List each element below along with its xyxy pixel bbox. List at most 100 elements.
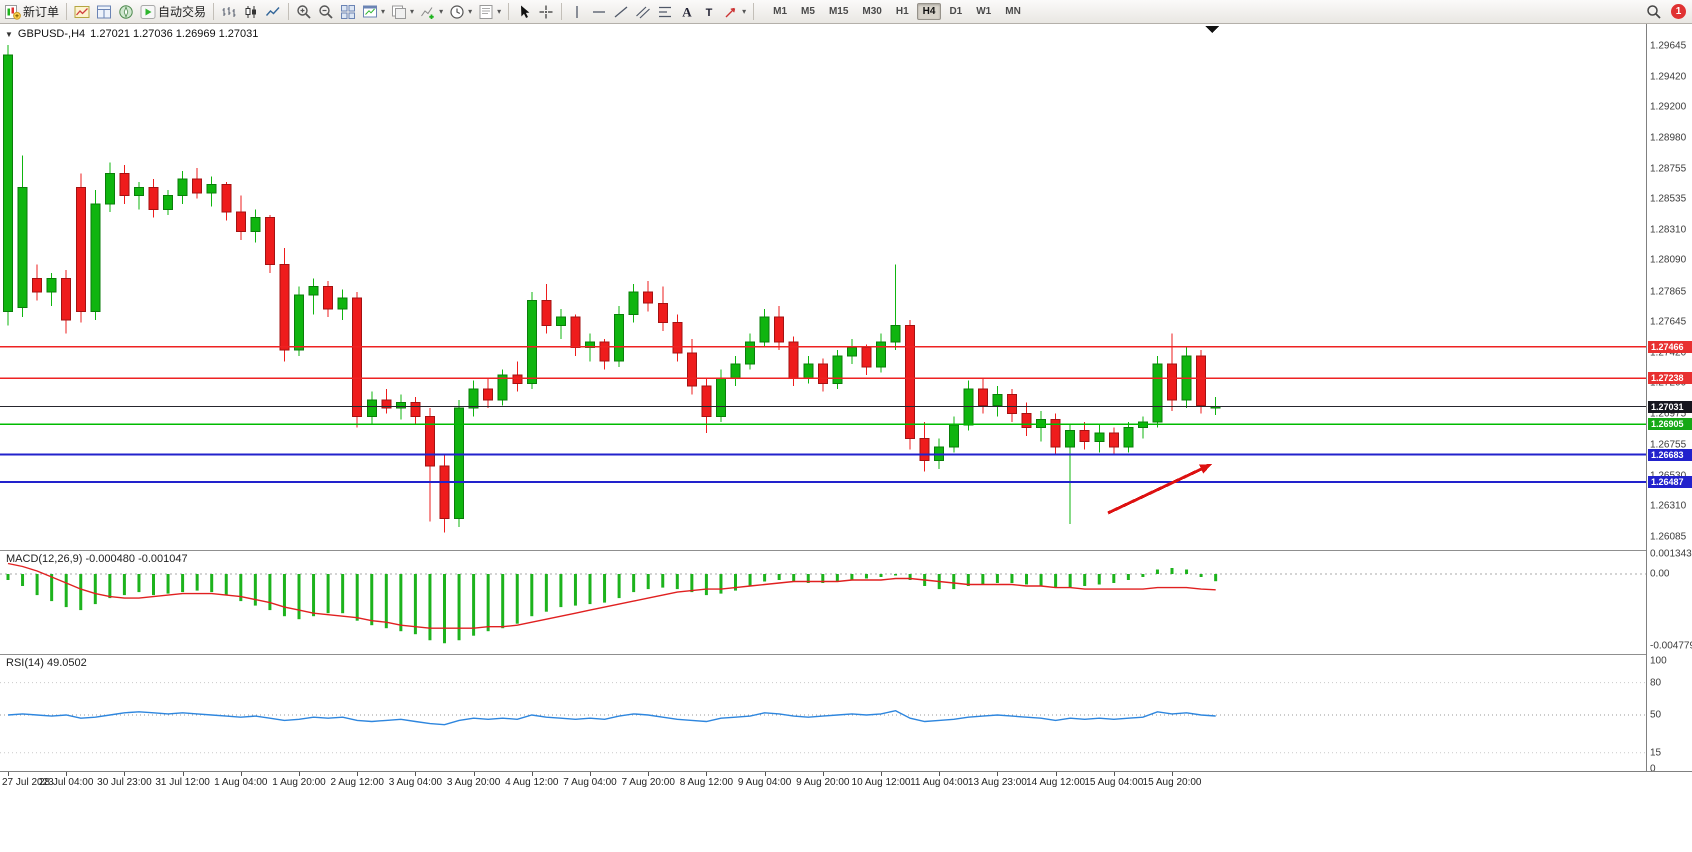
time-axis-label: 27 Jul 2023 bbox=[2, 777, 54, 788]
zoom-out-icon bbox=[318, 4, 334, 20]
svg-text:A: A bbox=[682, 4, 692, 19]
bid-price-line-tag: 1.27031 bbox=[1648, 400, 1692, 413]
price-axis-label: 1.27645 bbox=[1650, 316, 1687, 328]
bar-chart-button[interactable] bbox=[218, 2, 240, 22]
macd-axis-label: 0.00 bbox=[1650, 568, 1670, 580]
time-tick bbox=[415, 772, 417, 776]
line-chart-button[interactable] bbox=[262, 2, 284, 22]
ohlc-text: 1.27021 1.27036 1.26969 1.27031 bbox=[90, 28, 259, 40]
timeframe-h1[interactable]: H1 bbox=[895, 6, 909, 17]
time-axis-label: 15 Aug 04:00 bbox=[1084, 777, 1144, 788]
search-button[interactable] bbox=[1643, 2, 1665, 22]
toolbar-buttons: 新订单 自动交易 ▾ ▾ ▾ ▾ ▾ A T ▾ bbox=[2, 0, 758, 23]
arrows-icon bbox=[723, 4, 739, 20]
time-axis-label: 1 Aug 20:00 bbox=[272, 777, 326, 788]
text-icon: A bbox=[679, 4, 695, 20]
candle-chart-button[interactable] bbox=[240, 2, 262, 22]
panel-divider[interactable] bbox=[0, 550, 1692, 551]
price-axis-label: 1.29200 bbox=[1650, 101, 1687, 113]
fibonacci-button[interactable] bbox=[654, 2, 676, 22]
toolbar-separator bbox=[561, 3, 563, 20]
new-chart-button[interactable]: ▾ bbox=[359, 2, 388, 22]
label-button[interactable]: T bbox=[698, 2, 720, 22]
time-axis-label: 9 Aug 20:00 bbox=[796, 777, 850, 788]
timeframe-m30[interactable]: M30 bbox=[862, 6, 882, 17]
macd-panel[interactable] bbox=[0, 551, 1646, 654]
new-chart-icon bbox=[362, 4, 378, 20]
trend-arrow[interactable] bbox=[1107, 464, 1212, 515]
vline-icon bbox=[569, 4, 585, 20]
profiles-button[interactable]: ▾ bbox=[388, 2, 417, 22]
time-tick bbox=[706, 772, 708, 776]
zoom-in-button[interactable] bbox=[293, 2, 315, 22]
notification-badge[interactable]: 1 bbox=[1671, 4, 1686, 19]
time-axis-label: 4 Aug 12:00 bbox=[505, 777, 559, 788]
symbol-period-text: GBPUSD-,H4 bbox=[17, 28, 86, 40]
tile-windows-button[interactable] bbox=[337, 2, 359, 22]
templates-button[interactable]: ▾ bbox=[475, 2, 504, 22]
rsi-axis-label: 15 bbox=[1650, 747, 1662, 759]
macd-signal-line bbox=[7, 562, 1216, 629]
time-tick bbox=[473, 772, 475, 776]
macd-axis-label: 0.001343 bbox=[1650, 548, 1692, 560]
timeframe-m15[interactable]: M15 bbox=[828, 6, 849, 17]
autotrade-button[interactable]: 自动交易 bbox=[137, 2, 209, 22]
svg-text:T: T bbox=[706, 7, 713, 19]
timeframe-m1[interactable]: M1 bbox=[773, 6, 788, 17]
text-button[interactable]: A bbox=[676, 2, 698, 22]
time-tick bbox=[822, 772, 824, 776]
rsi-axis-label: 100 bbox=[1650, 655, 1667, 667]
time-tick bbox=[357, 772, 359, 776]
price-axis-label: 1.28535 bbox=[1650, 193, 1687, 205]
price-axis-label: 1.26975 bbox=[1650, 408, 1687, 420]
price-axis-label: 1.29420 bbox=[1650, 71, 1687, 83]
indicators-button[interactable]: ▾ bbox=[417, 2, 446, 22]
new-order-button[interactable]: 新订单 bbox=[2, 2, 62, 22]
periods-button[interactable]: ▾ bbox=[446, 2, 475, 22]
crosshair-button[interactable] bbox=[535, 2, 557, 22]
dropdown-caret-icon: ▾ bbox=[410, 7, 415, 16]
bar-chart-icon bbox=[221, 4, 237, 20]
time-axis-label: 2 Aug 12:00 bbox=[330, 777, 384, 788]
horizontal-line-button[interactable] bbox=[588, 2, 610, 22]
chart-window: ▼ GBPUSD-,H4 1.27021 1.27036 1.26969 1.2… bbox=[0, 24, 1692, 852]
data-window-button[interactable] bbox=[93, 2, 115, 22]
timeframe-mn[interactable]: MN bbox=[1005, 6, 1021, 17]
arrows-button[interactable]: ▾ bbox=[720, 2, 749, 22]
time-tick bbox=[66, 772, 68, 776]
toolbar-separator bbox=[753, 3, 755, 20]
chart-shift-marker[interactable] bbox=[1205, 26, 1219, 33]
zoom-in-icon bbox=[296, 4, 312, 20]
time-tick bbox=[764, 772, 766, 776]
crosshair-icon bbox=[538, 4, 554, 20]
cursor-button[interactable] bbox=[513, 2, 535, 22]
clock-icon bbox=[449, 4, 465, 20]
panel-divider[interactable] bbox=[0, 654, 1692, 655]
toolbar: 新订单 自动交易 ▾ ▾ ▾ ▾ ▾ A T ▾ M1 M5 M15 M30 H1 H4 D1 W1 MN 1 bbox=[0, 0, 1692, 24]
timeframe-h4[interactable]: H4 bbox=[916, 3, 942, 20]
time-axis-label: 9 Aug 04:00 bbox=[737, 777, 792, 788]
time-axis[interactable]: 27 Jul 2023 28 Jul 04:00 30 Jul 23:00 31 Ju… bbox=[0, 771, 1692, 812]
vertical-line-button[interactable] bbox=[566, 2, 588, 22]
trendline-button[interactable] bbox=[610, 2, 632, 22]
time-tick bbox=[1172, 772, 1173, 776]
time-axis-label: 11 Aug 04:00 bbox=[910, 777, 969, 788]
timeframe-w1[interactable]: W1 bbox=[976, 6, 992, 17]
price-axis-label: 1.26755 bbox=[1650, 439, 1687, 451]
price-axis[interactable]: 1.29645 1.29420 1.29200 1.28980 1.28755 1.285… bbox=[1646, 24, 1692, 775]
fibonacci-icon bbox=[657, 4, 673, 20]
support-line-blue-upper-tag: 1.26683 bbox=[1648, 448, 1692, 461]
navigator-button[interactable] bbox=[115, 2, 137, 22]
timeframe-d1[interactable]: D1 bbox=[949, 6, 963, 17]
time-axis-label: 14 Aug 12:00 bbox=[1026, 777, 1086, 788]
time-axis-label: 8 Aug 12:00 bbox=[679, 777, 734, 788]
timeframe-m5[interactable]: M5 bbox=[801, 6, 815, 17]
main-chart[interactable] bbox=[0, 24, 1646, 550]
zoom-out-button[interactable] bbox=[315, 2, 337, 22]
indicators-icon bbox=[420, 4, 436, 20]
chart-dropdown-icon[interactable]: ▼ bbox=[5, 29, 13, 39]
tile-windows-icon bbox=[340, 4, 356, 20]
market-watch-button[interactable] bbox=[71, 2, 93, 22]
rsi-panel[interactable] bbox=[0, 655, 1646, 771]
channel-button[interactable] bbox=[632, 2, 654, 22]
